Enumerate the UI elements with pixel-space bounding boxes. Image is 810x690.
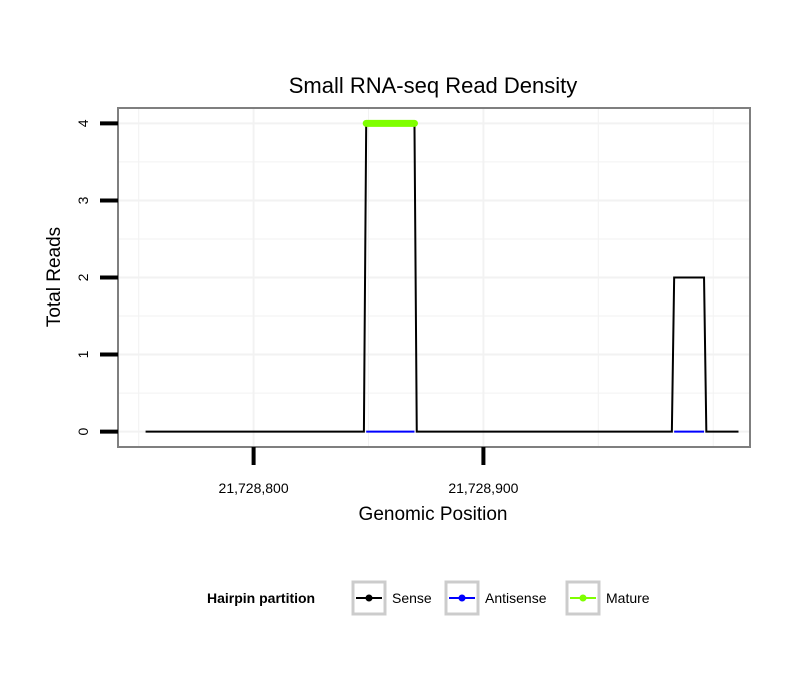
legend-label: Antisense (485, 590, 547, 606)
legend-key-point (365, 594, 373, 602)
plot-panel (117, 107, 751, 448)
y-tick-label: 3 (75, 196, 91, 204)
legend-key-point (458, 594, 466, 602)
y-axis: 0 1 2 3 4 (75, 119, 118, 435)
series-line-sense (145, 122, 739, 433)
legend-title: Hairpin partition (207, 590, 315, 606)
y-tick-label: 2 (75, 273, 91, 281)
x-tick-label: 21,728,800 (219, 480, 289, 496)
x-tick-label: 21,728,900 (448, 480, 518, 496)
legend-item-antisense: Antisense (444, 580, 547, 616)
legend-label: Sense (392, 590, 432, 606)
y-axis-label: Total Reads (44, 227, 65, 327)
legend: Hairpin partition Sense Antisense Mature (207, 580, 650, 616)
chart-title: Small RNA-seq Read Density (289, 73, 578, 98)
legend-item-mature: Mature (565, 580, 650, 616)
legend-label: Mature (606, 590, 650, 606)
legend-item-sense: Sense (351, 580, 432, 616)
y-tick-label: 1 (75, 350, 91, 358)
grid-lines (118, 108, 750, 447)
legend-key-point (579, 594, 587, 602)
x-axis-label: Genomic Position (359, 504, 508, 525)
y-tick-label: 0 (75, 427, 91, 435)
series-lines (145, 119, 739, 433)
y-tick-label: 4 (75, 119, 91, 127)
x-axis: 21,728,800 21,728,900 (219, 447, 519, 496)
